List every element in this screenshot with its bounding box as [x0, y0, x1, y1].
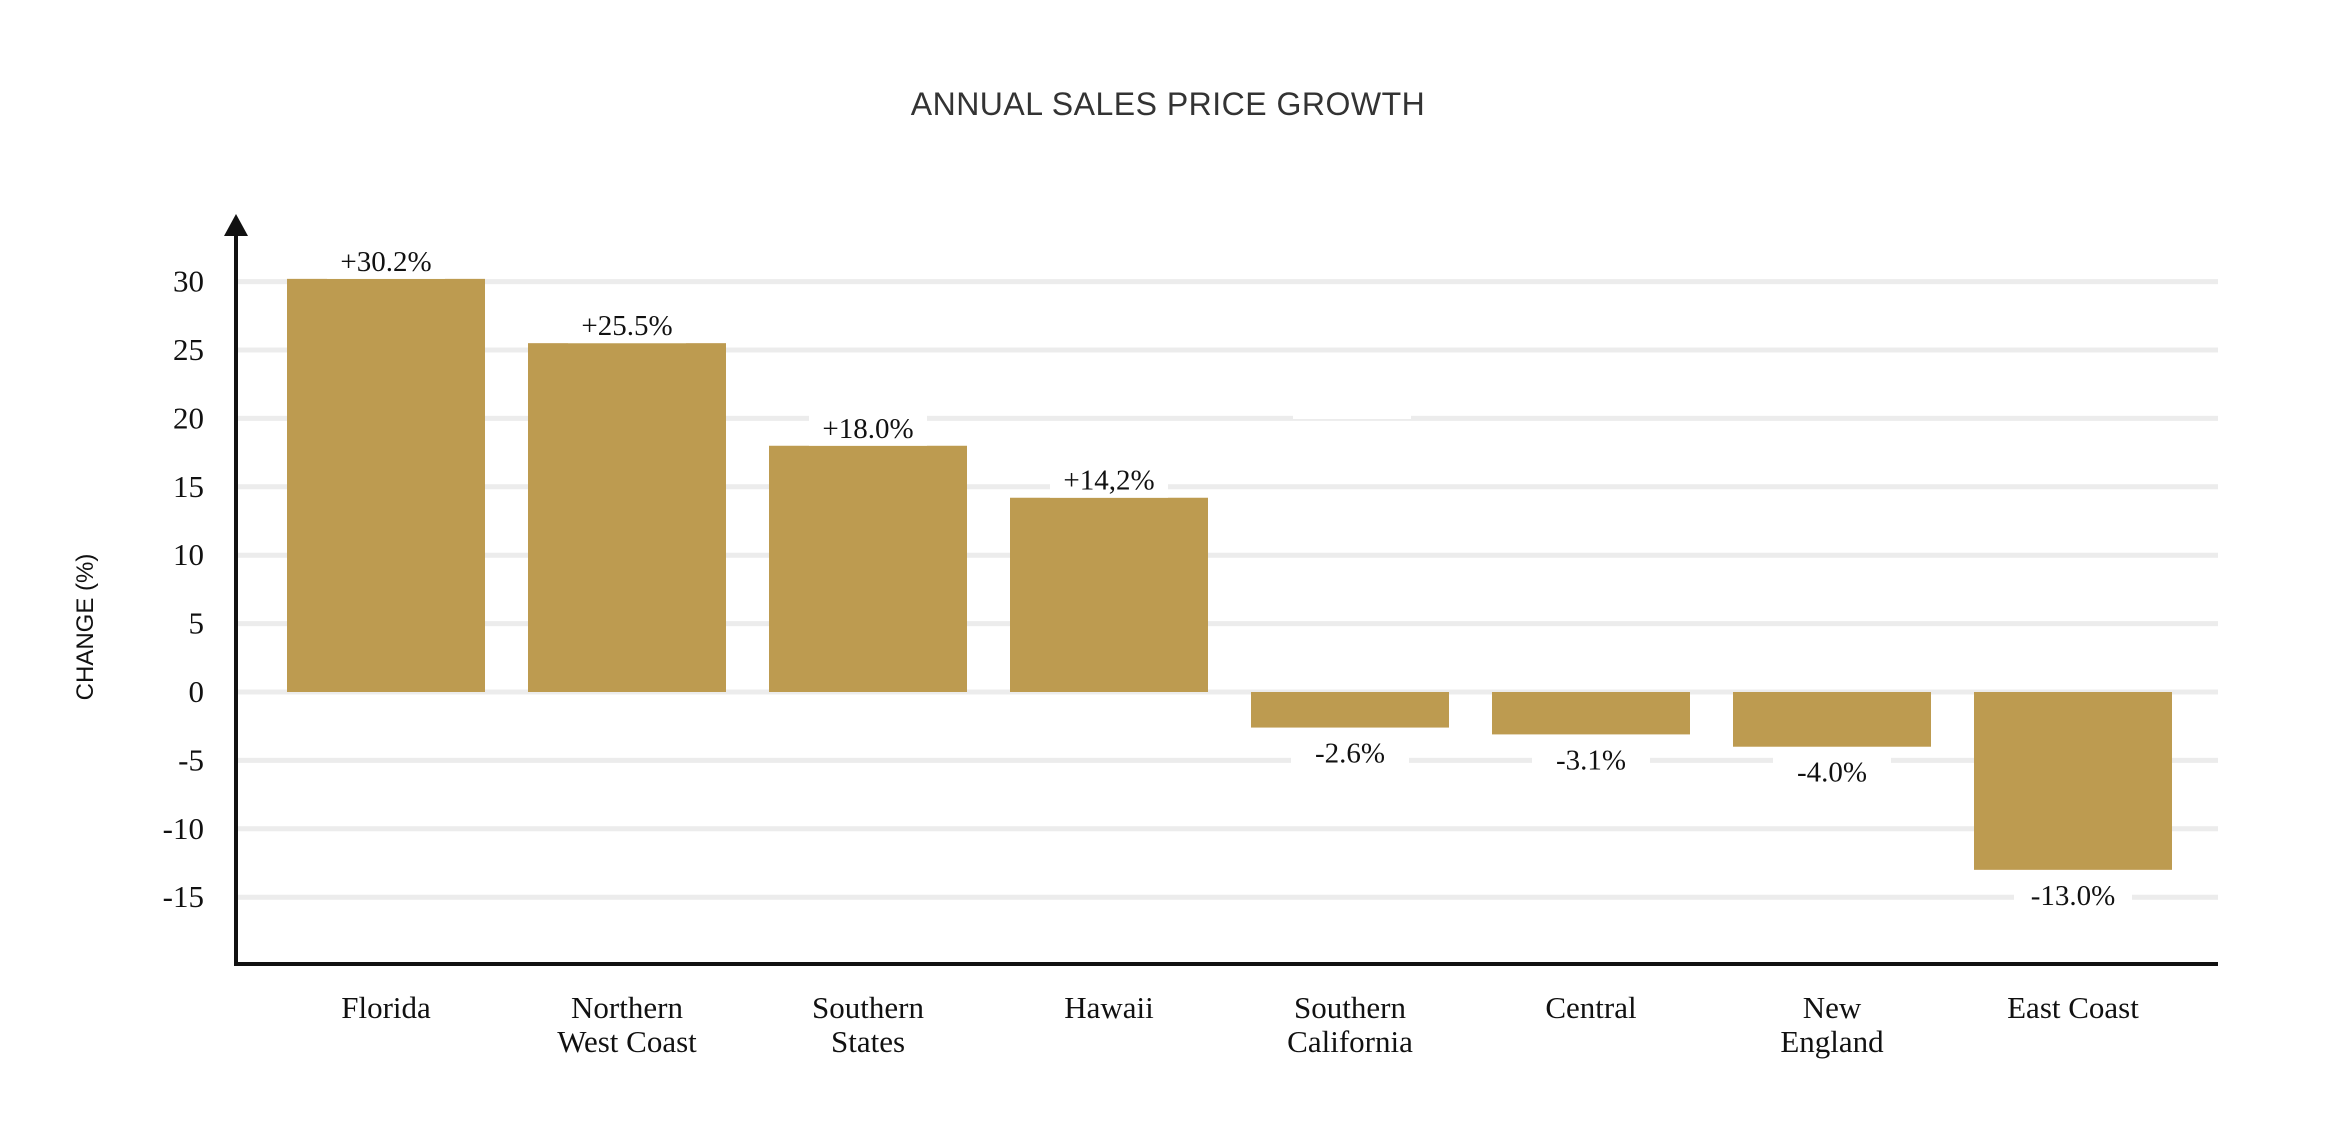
x-tick-label: Southern States	[812, 990, 924, 1059]
bar	[1010, 497, 1208, 692]
y-axis-label: CHANGE (%)	[72, 554, 99, 701]
data-label: -4.0%	[1797, 757, 1867, 789]
data-label-bg	[1532, 743, 1650, 778]
x-tick-label: East Coast	[2007, 990, 2139, 1025]
y-tick-label: 0	[189, 674, 205, 709]
data-label: -3.1%	[1556, 744, 1626, 776]
chart-title: ANNUAL SALES PRICE GROWTH	[910, 86, 1426, 122]
x-tick-label: Hawaii	[1064, 990, 1154, 1025]
bar	[1974, 692, 2172, 870]
bar	[769, 445, 967, 692]
data-label: +25.5%	[581, 310, 672, 342]
x-tick-label: Florida	[341, 990, 431, 1025]
x-tick-label: Central	[1545, 990, 1636, 1025]
y-tick-label: -10	[163, 811, 204, 846]
y-tick-label: 30	[173, 264, 204, 299]
data-label: +14,2%	[1063, 465, 1154, 497]
data-label-bg	[1773, 755, 1891, 790]
x-tick-label: New England	[1780, 990, 1884, 1059]
y-tick-label: -15	[163, 879, 204, 914]
y-tick-label: 15	[173, 469, 204, 504]
axes	[224, 214, 2218, 966]
data-label: -2.6%	[1315, 738, 1385, 770]
data-label-bg	[809, 411, 927, 446]
y-tick-label: 20	[173, 400, 204, 435]
y-tick-label: -5	[178, 742, 204, 777]
x-tick-label: Southern California	[1287, 990, 1413, 1059]
bar	[528, 343, 726, 692]
labels: 30 25 20 15 10 5 0 -5 -10 -15 +30.2% Florida +25.5% N…	[163, 244, 2139, 1059]
data-label: +30.2%	[340, 246, 431, 278]
data-label: +18.0%	[822, 413, 913, 445]
bars	[287, 278, 2172, 870]
data-label: -13.0%	[2031, 880, 2116, 912]
bar	[1733, 692, 1931, 747]
grid-gap	[1293, 411, 1411, 419]
data-label-bg	[327, 244, 445, 279]
x-tick-label: Northern West Coast	[557, 990, 697, 1059]
bar	[287, 278, 485, 692]
y-tick-label: 25	[173, 332, 204, 367]
data-label-bg	[2014, 878, 2132, 913]
bar	[1492, 692, 1690, 735]
data-label-bg	[568, 309, 686, 344]
data-label-bg	[1050, 463, 1168, 498]
data-label-bg	[1291, 736, 1409, 771]
y-tick-label: 5	[189, 606, 205, 641]
y-axis-arrow	[224, 214, 248, 236]
bar	[1251, 692, 1449, 728]
y-tick-label: 10	[173, 537, 204, 572]
